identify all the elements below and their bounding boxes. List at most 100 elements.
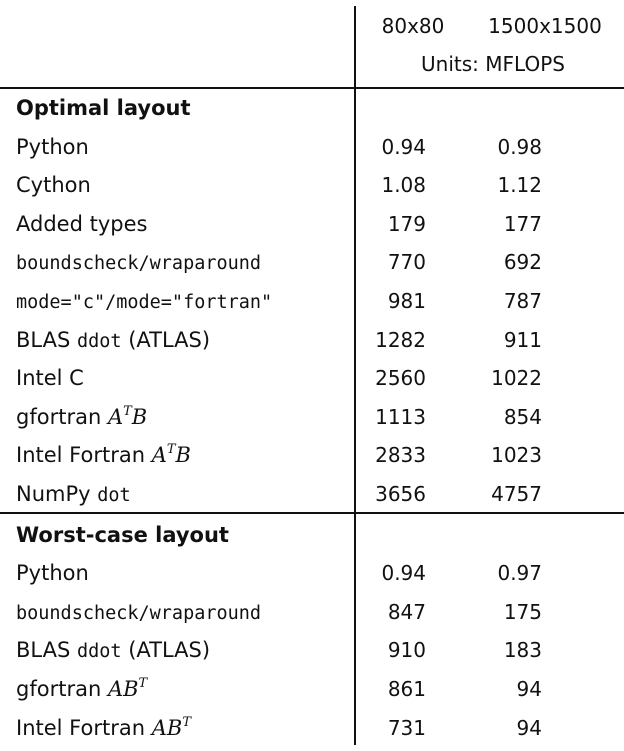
section-header-row: Worst-case layout (0, 516, 624, 555)
row-label: gfortran ABT (16, 670, 147, 709)
cell-80x80: 1282 (375, 327, 426, 352)
row-label: Added types (16, 205, 147, 244)
label-superscript: T (166, 442, 176, 458)
label-part: (ATLAS) (121, 327, 211, 352)
label-part: (ATLAS) (121, 638, 211, 663)
label-part: ddot (76, 641, 122, 663)
table-row: Python 0.94 0.97 (0, 554, 624, 593)
cell-1500x1500: 94 (516, 676, 542, 701)
label-part: ABT (151, 714, 191, 740)
row-label: Cython (16, 166, 91, 205)
table-row: Intel Fortran ABT 731 94 (0, 709, 624, 748)
cell-80x80: 179 (387, 211, 426, 236)
section-title: Optimal layout (16, 96, 191, 120)
row-label: mode="c"/mode="fortran" (16, 282, 272, 321)
cell-1500x1500: 787 (503, 288, 542, 313)
section-header-row: Optimal layout (0, 89, 624, 128)
cell-1500x1500: 175 (503, 599, 542, 624)
label-part: Intel Fortran (16, 443, 152, 468)
label-part: NumPy (16, 481, 98, 506)
label-part: BLAS (16, 638, 77, 663)
cell-1500x1500: 1022 (491, 366, 542, 391)
label-part: Cython (16, 173, 91, 198)
table-row: Intel C 2560 1022 (0, 359, 624, 398)
label-part: boundscheck/wraparound (16, 602, 262, 624)
cell-1500x1500: 94 (516, 715, 542, 740)
cell-80x80: 3656 (375, 481, 426, 506)
cell-1500x1500: 911 (503, 327, 542, 352)
header-units: Units: MFLOPS (421, 52, 565, 76)
table-row: boundscheck/wraparound 770 692 (0, 243, 624, 282)
table-row: NumPy dot 3656 4757 (0, 475, 624, 514)
cell-1500x1500: 1.12 (497, 173, 542, 198)
row-label: gfortran ATB (16, 398, 147, 437)
label-part: Intel C (16, 366, 84, 391)
label-part: dot (97, 484, 131, 506)
label-part: Added types (16, 211, 148, 236)
label-part: mode="c"/mode="fortran" (16, 291, 273, 313)
cell-80x80: 910 (387, 638, 426, 663)
label-part: ddot (76, 330, 122, 352)
cell-80x80: 0.94 (381, 561, 426, 586)
row-label: Intel Fortran ABT (16, 709, 191, 748)
table-row: mode="c"/mode="fortran" 981 787 (0, 282, 624, 321)
header-col-80x80: 80x80 (381, 14, 445, 38)
cell-80x80: 2560 (375, 366, 426, 391)
table-row: gfortran ABT 861 94 (0, 670, 624, 709)
label-part: gfortran (16, 404, 108, 429)
label-part: ABT (107, 675, 148, 701)
table-row: Intel Fortran ATB 2833 1023 (0, 436, 624, 475)
cell-1500x1500: 692 (503, 250, 542, 275)
label-superscript: T (123, 403, 132, 419)
cell-80x80: 2833 (375, 443, 426, 468)
table-row: Cython 1.08 1.12 (0, 166, 624, 205)
cell-80x80: 1113 (375, 404, 426, 429)
label-part: B (175, 443, 191, 468)
cell-80x80: 770 (387, 250, 426, 275)
label-part: gfortran (16, 676, 108, 701)
label-part: AT (151, 442, 176, 468)
cell-80x80: 0.94 (381, 134, 426, 159)
label-part: Python (16, 134, 89, 159)
cell-1500x1500: 854 (503, 404, 542, 429)
cell-1500x1500: 0.97 (497, 561, 542, 586)
cell-80x80: 847 (387, 599, 426, 624)
cell-1500x1500: 177 (503, 211, 542, 236)
row-label: Intel C (16, 359, 84, 398)
section-title: Worst-case layout (16, 522, 229, 547)
column-divider-vertical (354, 6, 356, 745)
cell-1500x1500: 0.98 (497, 134, 542, 159)
label-part: AT (107, 403, 132, 429)
row-label: Python (16, 554, 89, 593)
label-part: B (131, 404, 148, 429)
row-label: BLAS ddot (ATLAS) (16, 321, 210, 360)
label-superscript: T (182, 714, 191, 730)
table-row: BLAS ddot (ATLAS) 910 183 (0, 631, 624, 670)
table-row: BLAS ddot (ATLAS) 1282 911 (0, 321, 624, 360)
label-part: boundscheck/wraparound (16, 253, 262, 275)
cell-1500x1500: 183 (503, 638, 542, 663)
cell-1500x1500: 1023 (491, 443, 542, 468)
table-body: Optimal layout Python 0.94 0.98 Cython 1.08 1.… (0, 89, 624, 747)
section-divider-worst-case (0, 512, 624, 514)
label-part: Python (16, 561, 89, 586)
row-label: Python (16, 128, 89, 167)
table-row: Python 0.94 0.98 (0, 128, 624, 167)
cell-1500x1500: 4757 (491, 481, 542, 506)
cell-80x80: 731 (387, 715, 426, 740)
table-row: gfortran ATB 1113 854 (0, 398, 624, 437)
label-superscript: T (138, 675, 148, 691)
row-label: Intel Fortran ATB (16, 436, 191, 475)
section-divider-optimal (0, 87, 624, 89)
row-label: BLAS ddot (ATLAS) (16, 631, 210, 670)
label-part: BLAS (16, 327, 77, 352)
row-label: boundscheck/wraparound (16, 243, 261, 282)
cell-80x80: 1.08 (381, 173, 426, 198)
table-row: boundscheck/wraparound 847 175 (0, 593, 624, 632)
cell-80x80: 861 (387, 676, 426, 701)
row-label: NumPy dot (16, 475, 131, 514)
header-col-1500x1500: 1500x1500 (488, 14, 602, 38)
row-label: boundscheck/wraparound (16, 593, 261, 632)
label-part: Intel Fortran (16, 715, 152, 740)
